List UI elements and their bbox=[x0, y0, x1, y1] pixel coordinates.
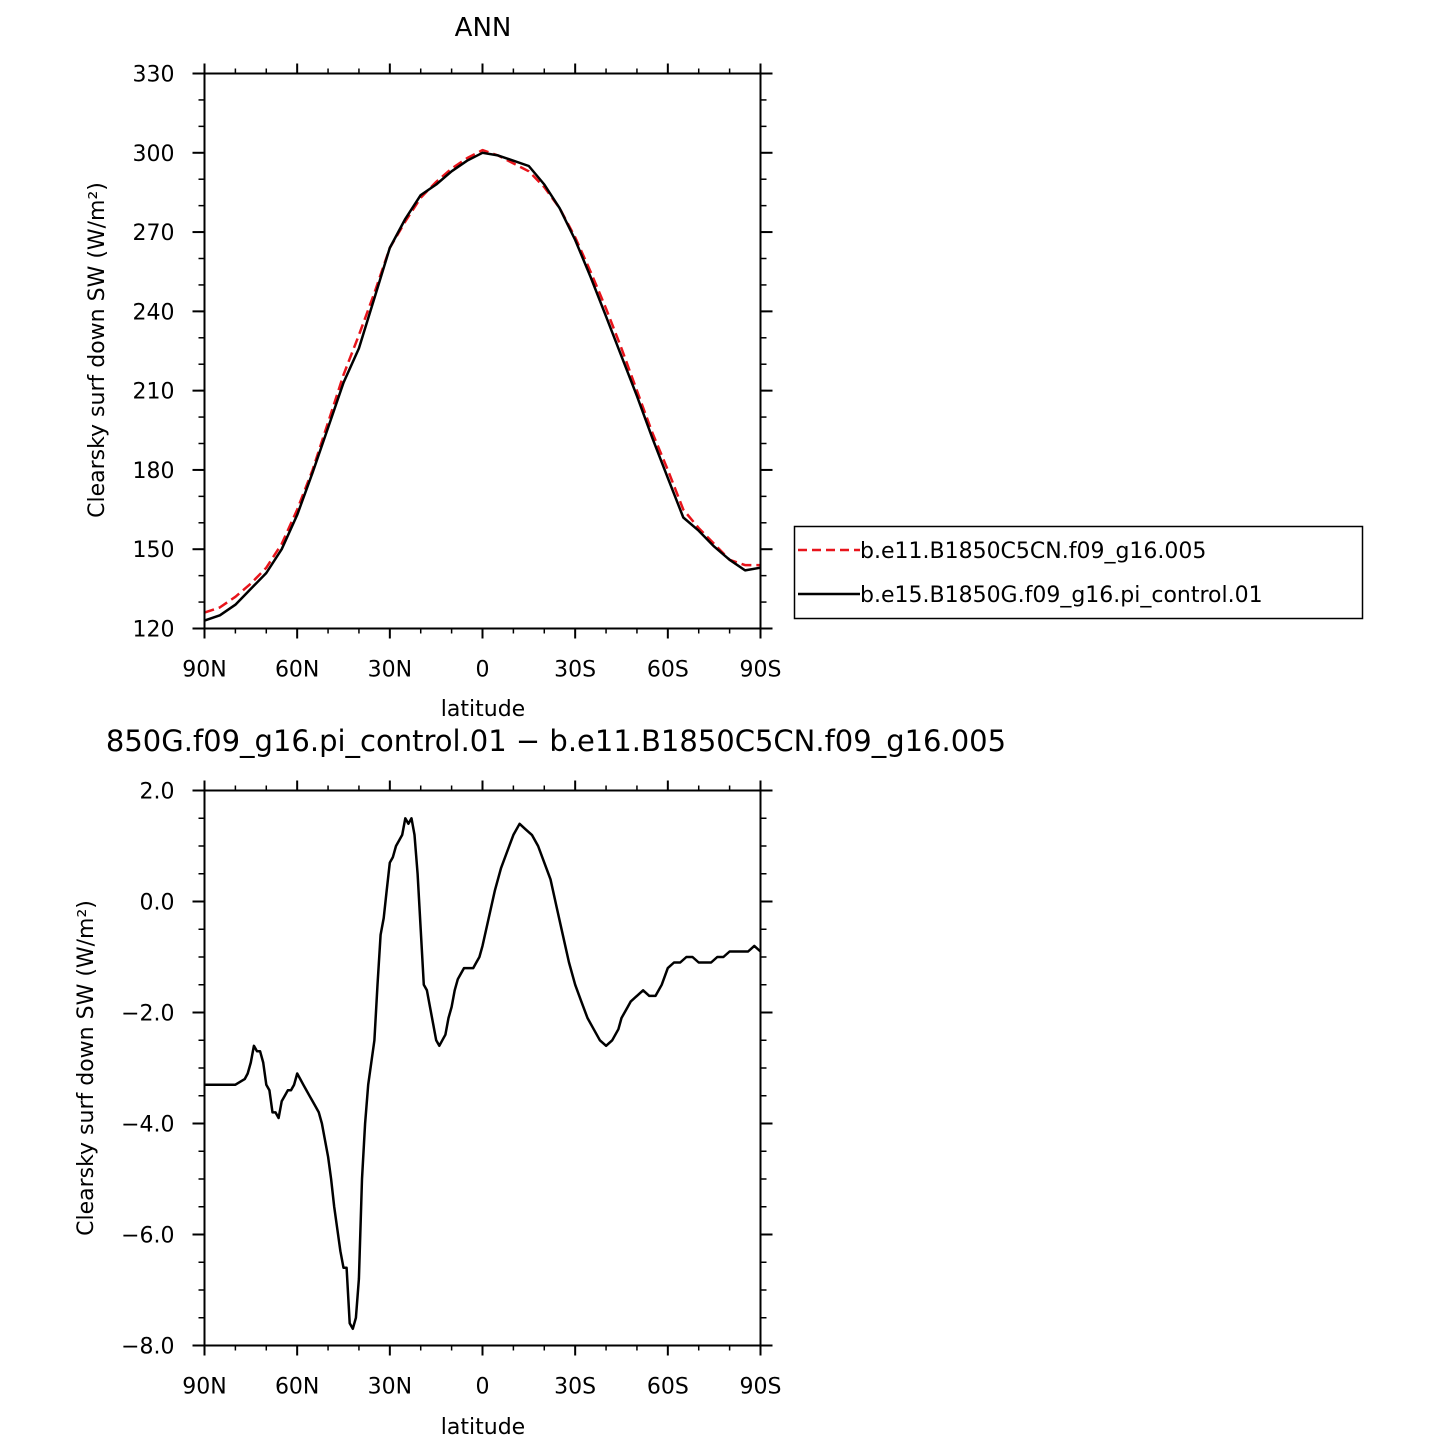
bottom-y-tick-label: −8.0 bbox=[121, 1335, 174, 1360]
legend-label-series-2: b.e15.B1850G.f09_g16.pi_control.01 bbox=[860, 583, 1263, 608]
bottom-series-line-1 bbox=[204, 817, 762, 1331]
bottom-chart-title: 850G.f09_g16.pi_control.01 − b.e11.B1850… bbox=[106, 724, 1006, 758]
bottom-x-tick-label: 0 bbox=[476, 1375, 490, 1400]
top-y-tick-label: 330 bbox=[133, 63, 175, 88]
bottom-plot-frame bbox=[203, 789, 762, 1347]
top-plot-frame bbox=[203, 72, 762, 630]
top-y-axis-label: Clearsky surf down SW (W/m²) bbox=[85, 182, 110, 518]
top-y-tick-label: 150 bbox=[133, 538, 175, 563]
bottom-x-tick-label: 60N bbox=[275, 1375, 319, 1400]
chart-legend: b.e11.B1850C5CN.f09_g16.005 b.e15.B1850G… bbox=[793, 525, 1364, 620]
bottom-y-tick-label: −6.0 bbox=[121, 1224, 174, 1249]
bottom-y-tick-label: −2.0 bbox=[121, 1002, 174, 1027]
top-y-tick-label: 120 bbox=[133, 618, 175, 643]
legend-label-series-1: b.e11.B1850C5CN.f09_g16.005 bbox=[860, 539, 1206, 564]
top-x-tick-label: 30N bbox=[368, 658, 412, 683]
top-x-tick-label: 30S bbox=[554, 658, 596, 683]
top-x-tick-label: 90N bbox=[182, 658, 226, 683]
bottom-y-axis-label: Clearsky surf down SW (W/m²) bbox=[74, 900, 99, 1236]
top-y-tick-label: 270 bbox=[133, 221, 175, 246]
top-x-tick-label: 60N bbox=[275, 658, 319, 683]
bottom-x-tick-label: 30N bbox=[368, 1375, 412, 1400]
bottom-x-tick-label: 90S bbox=[740, 1375, 782, 1400]
top-x-axis-label: latitude bbox=[441, 697, 525, 722]
bottom-y-tick-label: 0.0 bbox=[140, 891, 175, 916]
bottom-x-axis-label: latitude bbox=[441, 1415, 525, 1440]
top-y-tick-label: 300 bbox=[133, 142, 175, 167]
top-x-tick-label: 0 bbox=[476, 658, 490, 683]
top-x-tick-label: 60S bbox=[647, 658, 689, 683]
top-y-tick-label: 240 bbox=[133, 300, 175, 325]
top-chart-panel: ANN Clearsky surf down SW (W/m²) latitud… bbox=[85, 13, 781, 722]
top-series-line-2 bbox=[204, 151, 761, 622]
top-y-tick-label: 210 bbox=[133, 380, 175, 405]
bottom-chart-panel: 850G.f09_g16.pi_control.01 − b.e11.B1850… bbox=[74, 724, 1006, 1440]
bottom-x-tick-label: 60S bbox=[647, 1375, 689, 1400]
bottom-y-tick-label: −4.0 bbox=[121, 1113, 174, 1138]
bottom-y-tick-label: 2.0 bbox=[140, 780, 175, 805]
top-y-tick-label: 180 bbox=[133, 459, 175, 484]
top-chart-title: ANN bbox=[455, 13, 512, 43]
top-series-line-1 bbox=[204, 148, 761, 614]
bottom-x-tick-label: 30S bbox=[554, 1375, 596, 1400]
legend-box bbox=[793, 525, 1364, 620]
top-x-tick-label: 90S bbox=[740, 658, 782, 683]
bottom-x-tick-label: 90N bbox=[182, 1375, 226, 1400]
